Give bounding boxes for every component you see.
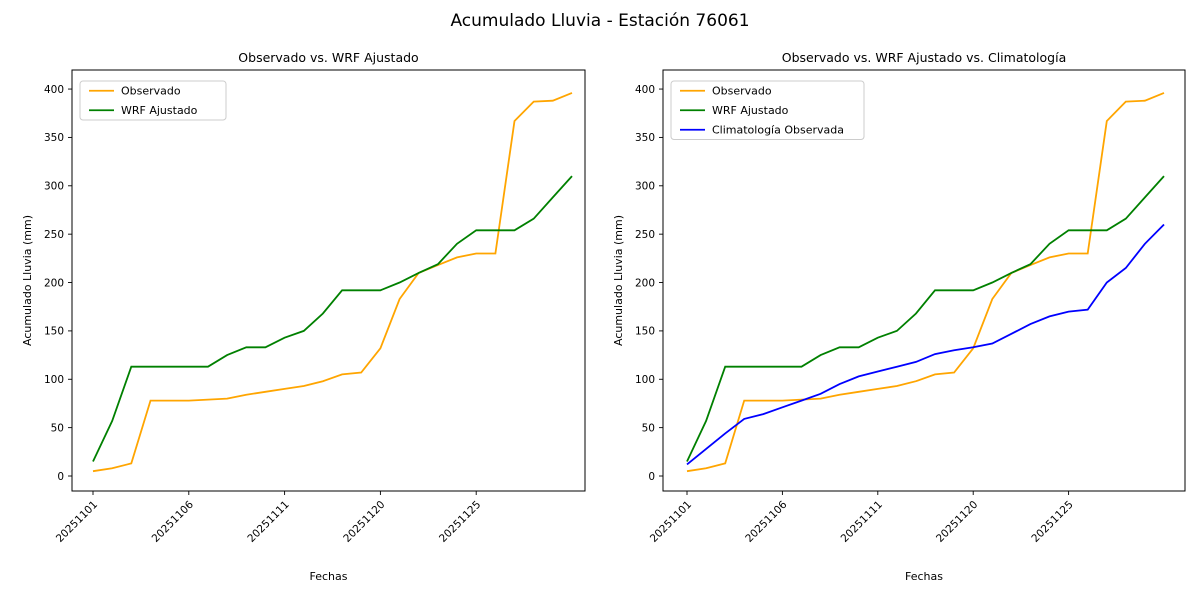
x-axis-label: Fechas xyxy=(310,570,348,583)
axes-box xyxy=(71,69,586,492)
y-tick-label: 150 xyxy=(635,326,655,338)
series-line-observado xyxy=(92,92,573,473)
legend: Observado WRF Ajustado xyxy=(79,80,227,121)
x-tick-label: 20251106 xyxy=(743,498,790,545)
plot-title: Observado vs. WRF Ajustado xyxy=(238,50,418,65)
y-tick-label: 400 xyxy=(635,84,655,96)
legend-label-climatologia-observada: Climatología Observada xyxy=(712,124,844,137)
y-tick-label: 350 xyxy=(44,132,64,144)
y-tick-label: 50 xyxy=(642,422,655,434)
y-tick-label: 250 xyxy=(44,229,64,241)
y-tick-label: 100 xyxy=(635,374,655,386)
x-axis-label: Fechas xyxy=(905,570,943,583)
y-tick-label: 300 xyxy=(635,181,655,193)
y-tick-label: 400 xyxy=(44,84,64,96)
legend-label-observado: Observado xyxy=(121,85,181,98)
y-axis-label: Acumulado Lluvia (mm) xyxy=(21,215,34,346)
legend-label-wrf-ajustado: WRF Ajustado xyxy=(712,104,789,117)
x-tick-label: 20251106 xyxy=(150,498,197,545)
y-tick-label: 250 xyxy=(635,229,655,241)
subplot-left: Observado vs. WRF Ajustado 0 50 100 150 200 25… xyxy=(21,50,586,583)
figure-title: Acumulado Lluvia - Estación 76061 xyxy=(450,11,750,31)
x-tick-label: 20251120 xyxy=(341,499,387,545)
y-tick-label: 200 xyxy=(44,277,64,289)
y-tick-label: 0 xyxy=(57,471,64,483)
x-tick-label: 20251111 xyxy=(245,499,291,545)
x-tick-label: 20251111 xyxy=(839,499,885,545)
y-tick-label: 150 xyxy=(44,326,64,338)
series-line-wrf-ajustado xyxy=(92,175,573,462)
y-tick-label: 300 xyxy=(44,181,64,193)
legend-box xyxy=(670,80,865,140)
y-tick-label: 50 xyxy=(51,422,64,434)
legend-label-observado: Observado xyxy=(712,85,772,98)
y-axis-label: Acumulado Lluvia (mm) xyxy=(612,215,625,346)
x-tick-label: 20251120 xyxy=(934,499,980,545)
x-tick-label: 20251125 xyxy=(437,499,483,545)
legend-label-wrf-ajustado: WRF Ajustado xyxy=(121,104,198,117)
y-tick-label: 0 xyxy=(648,471,655,483)
series-line-wrf-ajustado xyxy=(686,175,1165,462)
series-line-climatologia-observada xyxy=(686,223,1165,466)
y-tick-label: 100 xyxy=(44,374,64,386)
subplot-right: Observado vs. WRF Ajustado vs. Climatolo… xyxy=(612,50,1186,583)
y-tick-label: 350 xyxy=(635,132,655,144)
axes-box xyxy=(662,69,1186,492)
legend-box xyxy=(79,80,227,121)
series-line-observado xyxy=(686,92,1165,473)
legend: Observado WRF Ajustado Climatología Observ… xyxy=(670,80,865,140)
y-tick-label: 200 xyxy=(635,277,655,289)
x-tick-label: 20251125 xyxy=(1029,499,1075,545)
plot-title: Observado vs. WRF Ajustado vs. Climatolo… xyxy=(782,50,1066,65)
x-tick-label: 20251101 xyxy=(648,499,694,545)
x-tick-label: 20251101 xyxy=(54,499,100,545)
